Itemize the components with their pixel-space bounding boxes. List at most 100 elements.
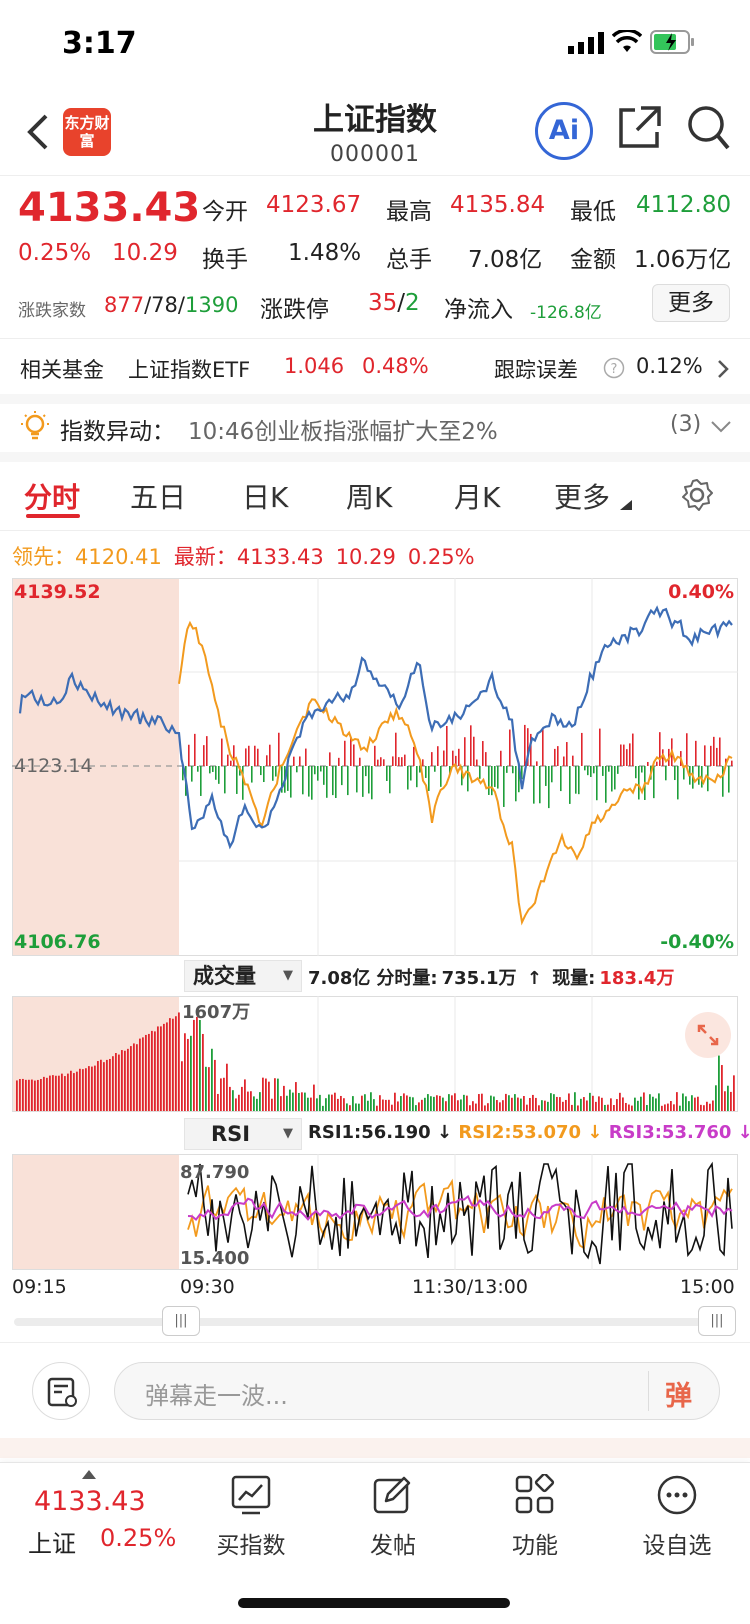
nav-price[interactable]: 4133.43 — [34, 1486, 146, 1517]
netflow-bar — [272, 766, 274, 781]
help-icon[interactable]: ? — [603, 357, 625, 379]
netflow-bar — [479, 766, 481, 779]
volume-bar — [226, 1063, 228, 1111]
netflow-bar — [587, 766, 589, 776]
volume-bar — [613, 1105, 615, 1111]
tab-daily-k[interactable]: 日K — [242, 481, 289, 514]
volume-bar — [25, 1079, 27, 1111]
rsi1-line — [187, 1161, 733, 1265]
chart-line-icon — [231, 1475, 271, 1515]
volume-bar — [646, 1104, 648, 1111]
volume-selector[interactable]: 成交量 ▼ — [184, 960, 302, 992]
volume-bar — [457, 1100, 459, 1111]
netflow-bar — [635, 766, 637, 779]
netflow-value: -126.8亿 — [530, 303, 602, 323]
chevron-right-icon[interactable] — [716, 358, 730, 380]
netflow-bar — [320, 766, 322, 772]
netflow-bar — [428, 766, 430, 791]
nav-watchlist[interactable]: 设自选 — [622, 1474, 732, 1570]
volume-bar — [643, 1092, 645, 1111]
volume-bar — [589, 1092, 591, 1111]
netflow-bar — [500, 750, 502, 766]
nav-functions[interactable]: 功能 — [480, 1474, 590, 1570]
netflow-bar — [431, 752, 433, 766]
rsi3-value: RSI3:53.760 — [608, 1122, 732, 1143]
range-handle-left[interactable]: ||| — [162, 1306, 200, 1336]
netflow-bar — [257, 748, 259, 766]
nav-buy-index[interactable]: 买指数 — [196, 1474, 306, 1570]
tab-weekly-k[interactable]: 周K — [346, 481, 393, 514]
netflow-bar — [485, 752, 487, 766]
volume-bar — [16, 1080, 18, 1111]
intraday-chart[interactable]: 4139.52 4123.14 4106.76 0.40% -0.40% — [12, 578, 738, 956]
alert-text[interactable]: 10:46创业板指涨幅扩大至2% — [188, 419, 498, 445]
alert-count: (3) — [670, 412, 702, 437]
volume-bar — [124, 1050, 126, 1111]
tab-5day[interactable]: 五日 — [130, 481, 187, 514]
fund-name[interactable]: 上证指数ETF — [128, 358, 251, 382]
tab-fenshi[interactable]: 分时 — [24, 481, 81, 514]
volume-bar — [208, 1067, 210, 1111]
settings-icon[interactable] — [680, 478, 714, 512]
netflow-bar — [602, 766, 604, 776]
netflow-bar — [713, 736, 715, 766]
netflow-bar — [410, 766, 412, 781]
volume-bar — [598, 1096, 600, 1111]
volume-bar — [403, 1093, 405, 1111]
netflow-bar — [521, 766, 523, 780]
range-slider-track[interactable] — [14, 1318, 736, 1326]
volume-bar — [52, 1075, 54, 1111]
nav-post[interactable]: 发帖 — [338, 1474, 448, 1570]
expand-icon — [697, 1024, 719, 1046]
chevron-down-icon[interactable] — [710, 420, 732, 434]
volume-bar — [514, 1094, 516, 1111]
volume-bar — [610, 1098, 612, 1111]
netflow-bar — [467, 766, 469, 792]
volume-bar — [175, 1016, 177, 1111]
volume-bar — [271, 1098, 273, 1111]
volume-bar — [172, 1018, 174, 1111]
status-time: 3:17 — [62, 26, 137, 61]
tab-more[interactable]: 更多 — [554, 481, 611, 514]
netflow-bar — [596, 766, 598, 801]
share-icon[interactable] — [617, 104, 663, 150]
rsi-chart[interactable]: 87.790 15.400 — [12, 1154, 738, 1270]
comment-input[interactable]: 弹幕走一波... 弹 — [114, 1362, 720, 1420]
volume-bar — [511, 1097, 513, 1111]
netflow-bar — [386, 766, 388, 781]
svg-text:?: ? — [611, 362, 618, 377]
fund-pct: 0.48% — [362, 354, 429, 378]
volume-bar — [469, 1105, 471, 1111]
volume-chart[interactable]: 1607万 — [12, 996, 738, 1112]
volume-bar — [145, 1034, 147, 1111]
volume-bar — [190, 1035, 192, 1111]
back-icon[interactable] — [24, 112, 52, 152]
tab-monthly-k[interactable]: 月K — [454, 481, 501, 514]
netflow-bar — [362, 766, 364, 797]
volume-bar — [310, 1097, 312, 1111]
search-icon[interactable] — [686, 104, 732, 152]
volume-bar — [730, 1091, 732, 1111]
netflow-bar — [488, 766, 490, 795]
netflow-bar — [623, 744, 625, 766]
danmu-settings-button[interactable] — [32, 1362, 90, 1420]
volume-bar — [373, 1099, 375, 1111]
netflow-bar — [326, 766, 328, 798]
volume-bar — [211, 1048, 213, 1111]
up-count: 877 — [104, 293, 145, 317]
danmu-button[interactable]: 弹 — [665, 1381, 692, 1412]
netflow-bar — [251, 766, 253, 783]
volume-bar — [481, 1093, 483, 1111]
range-handle-right[interactable]: ||| — [698, 1306, 736, 1336]
expand-button[interactable] — [685, 1012, 731, 1058]
netflow-bar — [215, 766, 217, 780]
volume-bar — [295, 1082, 297, 1111]
caret-up-icon[interactable] — [82, 1470, 96, 1479]
netflow-bar — [197, 766, 199, 772]
tab-indicator — [26, 514, 80, 518]
more-button[interactable]: 更多 — [652, 284, 730, 322]
rsi-selector[interactable]: RSI ▼ — [184, 1118, 302, 1150]
limit-values: 35/2 — [368, 290, 420, 316]
ai-button[interactable]: Ai — [535, 102, 593, 160]
volume-bar — [733, 1075, 735, 1111]
